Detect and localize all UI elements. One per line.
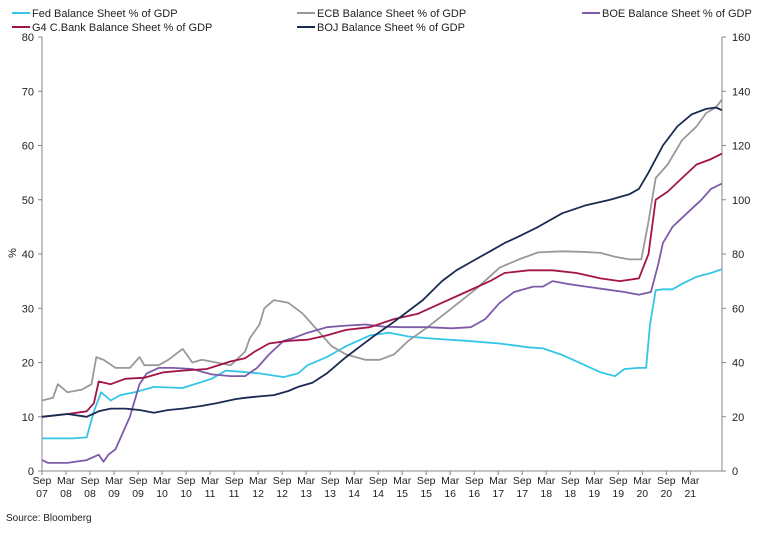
x-tick-year: 14 [372, 488, 384, 500]
x-tick-month: Mar [57, 475, 76, 487]
x-tick-year: 18 [540, 488, 552, 500]
x-tick-month: Mar [201, 475, 220, 487]
y2-tick-label: 60 [732, 303, 744, 315]
series-line-g4 [41, 152, 723, 418]
x-tick-year: 17 [516, 488, 528, 500]
legend-label-ecb: ECB Balance Sheet % of GDP [317, 8, 466, 20]
x-tick-year: 16 [468, 488, 480, 500]
y-tick-label: 70 [22, 86, 34, 98]
x-tick-year: 10 [156, 488, 168, 500]
x-tick-year: 20 [636, 488, 648, 500]
x-tick-year: 18 [564, 488, 576, 500]
x-tick-month: Mar [345, 475, 364, 487]
legend-label-boe: BOE Balance Sheet % of GDP [602, 8, 752, 20]
x-tick-month: Mar [489, 475, 508, 487]
x-tick-month: Mar [681, 475, 700, 487]
y-tick-label: 30 [22, 303, 34, 315]
x-tick-month: Sep [513, 475, 532, 487]
x-tick-month: Mar [537, 475, 556, 487]
x-tick-year: 17 [492, 488, 504, 500]
y-tick-label: 60 [22, 141, 34, 153]
y2-tick-label: 160 [732, 32, 750, 44]
x-tick-month: Sep [609, 475, 628, 487]
y2-tick-label: 120 [732, 141, 750, 153]
y2-tick-label: 0 [732, 466, 738, 478]
x-tick-year: 10 [180, 488, 192, 500]
source-note: Source: Bloomberg [6, 513, 92, 524]
x-tick-month: Sep [129, 475, 148, 487]
x-tick-year: 21 [684, 488, 696, 500]
x-tick-month: Sep [369, 475, 388, 487]
x-tick-month: Mar [297, 475, 316, 487]
legend: Fed Balance Sheet % of GDP ECB Balance Sh… [12, 8, 752, 34]
x-tick-month: Sep [657, 475, 676, 487]
x-tick-month: Mar [633, 475, 652, 487]
x-tick-month: Sep [225, 475, 244, 487]
y-tick-label: 0 [28, 466, 34, 478]
x-tick-year: 11 [229, 488, 240, 500]
series-lines [41, 98, 723, 464]
series-line-boj [41, 106, 723, 418]
y-tick-label: 40 [22, 249, 34, 261]
y-tick-label: 20 [22, 358, 34, 370]
x-tick-month: Mar [249, 475, 268, 487]
y2-tick-label: 20 [732, 412, 744, 424]
x-tick-year: 14 [348, 488, 360, 500]
series-line-boe [41, 182, 723, 464]
x-tick-year: 09 [132, 488, 144, 500]
x-tick-month: Sep [33, 475, 52, 487]
x-tick-year: 13 [300, 488, 312, 500]
x-tick-year: 09 [108, 488, 120, 500]
y2-tick-label: 100 [732, 195, 750, 207]
x-tick-month: Sep [321, 475, 340, 487]
x-tick-month: Mar [393, 475, 412, 487]
x-tick-month: Sep [273, 475, 292, 487]
series-line-fed [42, 268, 723, 440]
x-tick-year: 15 [420, 488, 432, 500]
axes: 0 10 20 30 40 50 60 70 80 0 20 40 60 80 100 120 140 160 Se… [22, 32, 751, 500]
x-tick-year: 16 [444, 488, 456, 500]
y-tick-label: 50 [22, 195, 34, 207]
y2-tick-label: 40 [732, 358, 744, 370]
y-tick-label: 80 [22, 32, 34, 44]
x-tick-month: Mar [441, 475, 460, 487]
x-tick-year: 19 [588, 488, 600, 500]
series-line-ecb [41, 98, 723, 402]
x-tick-year: 12 [276, 488, 288, 500]
x-tick-year: 07 [36, 488, 48, 500]
legend-label-g4: G4 C.Bank Balance Sheet % of GDP [32, 22, 212, 34]
x-tick-year: 13 [324, 488, 336, 500]
x-tick-month: Sep [465, 475, 484, 487]
x-tick-year: 20 [660, 488, 672, 500]
x-tick-month: Sep [561, 475, 580, 487]
x-tick-month: Sep [81, 475, 100, 487]
y-axis-label: % [7, 248, 19, 258]
x-tick-year: 08 [84, 488, 96, 500]
x-tick-month: Mar [105, 475, 124, 487]
x-tick-year: 19 [612, 488, 624, 500]
x-tick-year: 11 [205, 488, 216, 500]
x-tick-year: 12 [252, 488, 264, 500]
x-tick-month: Mar [585, 475, 604, 487]
x-tick-month: Sep [177, 475, 196, 487]
x-tick-year: 08 [60, 488, 72, 500]
legend-label-boj: BOJ Balance Sheet % of GDP [317, 22, 465, 34]
x-tick-month: Sep [417, 475, 436, 487]
x-tick-month: Mar [153, 475, 172, 487]
y2-tick-label: 80 [732, 249, 744, 261]
y-tick-label: 10 [22, 412, 34, 424]
legend-label-fed: Fed Balance Sheet % of GDP [32, 8, 178, 20]
x-tick-year: 15 [396, 488, 408, 500]
y2-tick-label: 140 [732, 86, 750, 98]
